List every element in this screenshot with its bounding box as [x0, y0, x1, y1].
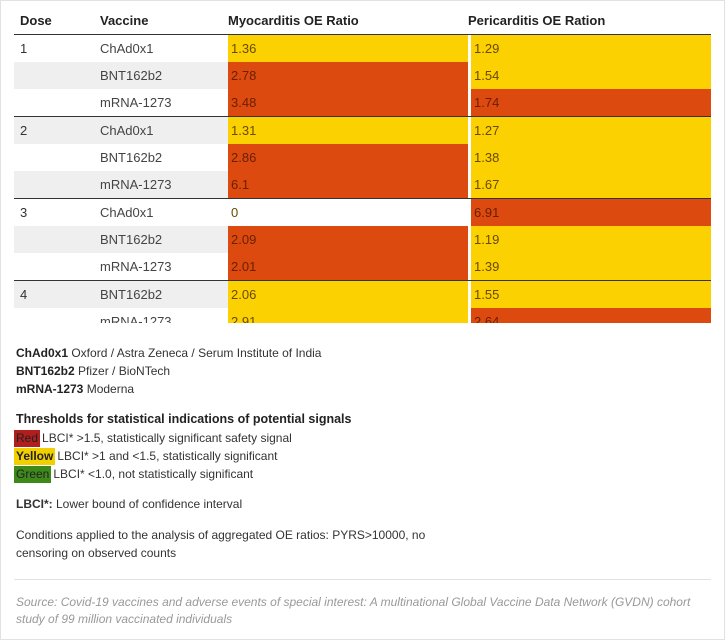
vaccine-desc: Pfizer / BioNTech — [74, 364, 171, 378]
myocarditis-cell: 2.06 — [228, 281, 468, 308]
myocarditis-cell: 2.09 — [228, 226, 468, 253]
table-row: 3 ChAd0x1 0 6.91 — [14, 199, 711, 226]
pericarditis-cell: 2.64 — [471, 308, 711, 323]
pericarditis-cell: 1.27 — [471, 117, 711, 144]
myocarditis-cell: 2.91 — [228, 308, 468, 323]
table-row: mRNA-1273 3.48 1.74 — [14, 89, 711, 116]
pericarditis-cell: 6.91 — [471, 199, 711, 226]
pericarditis-cell: 1.67 — [471, 171, 711, 198]
table-row: mRNA-1273 2.01 1.39 — [14, 253, 711, 280]
dose-cell — [14, 171, 100, 198]
header-myocarditis: Myocarditis OE Ratio — [228, 12, 359, 28]
divider — [14, 579, 711, 580]
dose-group: 2 ChAd0x1 1.31 1.27 BNT162b2 2.86 1.38 mRNA-127… — [14, 116, 711, 198]
red-swatch: Red — [14, 429, 41, 447]
vaccine-cell: ChAd0x1 — [100, 41, 154, 56]
vaccine-legend: ChAd0x1 Oxford / Astra Zeneca / Serum In… — [16, 344, 321, 398]
pericarditis-cell: 1.39 — [471, 253, 711, 280]
dose-cell — [14, 308, 100, 323]
table-row: mRNA-1273 2.91 2.64 — [14, 308, 711, 323]
threshold-yellow: Yellow LBCI* >1 and <1.5, statistically … — [14, 447, 277, 465]
dose-cell: 3 — [20, 205, 28, 220]
threshold-text: LBCI* <1.0, not statistically significan… — [53, 467, 254, 481]
vaccine-desc: Oxford / Astra Zeneca / Serum Institute … — [68, 346, 322, 360]
threshold-green: Green LBCI* <1.0, not statistically sign… — [14, 465, 253, 483]
dose-group: 1 ChAd0x1 1.36 1.29 BNT162b2 2.78 1.54 mRNA-127… — [14, 34, 711, 116]
threshold-text: LBCI* >1 and <1.5, statistically signifi… — [57, 449, 278, 463]
myocarditis-cell: 2.78 — [228, 62, 468, 89]
threshold-text: LBCI* >1.5, statistically significant sa… — [42, 431, 292, 445]
dose-group: 4 BNT162b2 2.06 1.55 mRNA-1273 2.91 2.64 — [14, 280, 711, 323]
table-body: 1 ChAd0x1 1.36 1.29 BNT162b2 2.78 1.54 mRNA-127… — [14, 34, 711, 323]
vaccine-cell: BNT162b2 — [100, 226, 228, 253]
table-row: mRNA-1273 6.1 1.67 — [14, 171, 711, 198]
dose-cell: 4 — [14, 281, 100, 308]
yellow-swatch: Yellow — [14, 447, 56, 465]
vaccine-cell: BNT162b2 — [100, 150, 163, 165]
myocarditis-cell: 1.31 — [228, 117, 468, 144]
pericarditis-cell: 1.29 — [471, 35, 711, 62]
vaccine-cell: ChAd0x1 — [100, 205, 154, 220]
lbci-definition: LBCI*: Lower bound of confidence interva… — [16, 497, 242, 511]
vaccine-code: mRNA-1273 — [16, 382, 84, 396]
table-row: 2 ChAd0x1 1.31 1.27 — [14, 117, 711, 144]
vaccine-cell: mRNA-1273 — [100, 314, 172, 323]
lbci-desc: Lower bound of confidence interval — [52, 497, 243, 511]
dose-cell: 2 — [14, 117, 100, 144]
pericarditis-cell: 1.19 — [471, 226, 711, 253]
vaccine-cell: BNT162b2 — [100, 62, 228, 89]
dose-cell: 1 — [20, 41, 28, 56]
table-row: BNT162b2 2.78 1.54 — [14, 62, 711, 89]
vaccine-cell: mRNA-1273 — [100, 171, 228, 198]
header-pericarditis: Pericarditis OE Ration — [468, 12, 606, 28]
table-row: BNT162b2 2.09 1.19 — [14, 226, 711, 253]
thresholds-title: Thresholds for statistical indications o… — [16, 412, 352, 426]
myocarditis-cell: 0 — [228, 199, 468, 226]
myocarditis-cell: 6.1 — [228, 171, 468, 198]
dose-cell — [14, 144, 100, 171]
table-row: 1 ChAd0x1 1.36 1.29 — [14, 35, 711, 62]
vaccine-cell: ChAd0x1 — [100, 117, 228, 144]
pericarditis-cell: 1.55 — [471, 281, 711, 308]
analysis-conditions: Conditions applied to the analysis of ag… — [16, 528, 426, 560]
pericarditis-cell: 1.38 — [471, 144, 711, 171]
dose-cell — [14, 62, 100, 89]
table-row: 4 BNT162b2 2.06 1.55 — [14, 281, 711, 308]
vaccine-cell: mRNA-1273 — [100, 259, 172, 274]
dose-cell — [14, 253, 100, 280]
vaccine-desc: Moderna — [83, 382, 135, 396]
vaccine-cell: mRNA-1273 — [100, 95, 172, 110]
dose-cell — [14, 226, 100, 253]
threshold-red: Red LBCI* >1.5, statistically significan… — [14, 429, 292, 447]
vaccine-code: ChAd0x1 — [16, 346, 69, 360]
source-caption: Source: Covid-19 vaccines and adverse ev… — [16, 595, 691, 626]
table-row: BNT162b2 2.86 1.38 — [14, 144, 711, 171]
header-vaccine: Vaccine — [100, 12, 149, 28]
header-dose: Dose — [20, 12, 52, 28]
table-header: Dose Vaccine Myocarditis OE Ratio Perica… — [14, 6, 711, 34]
myocarditis-cell: 1.36 — [228, 35, 468, 62]
vaccine-cell: BNT162b2 — [100, 281, 228, 308]
vaccine-legend-item: ChAd0x1 Oxford / Astra Zeneca / Serum In… — [16, 344, 321, 362]
vaccine-legend-item: BNT162b2 Pfizer / BioNTech — [16, 362, 321, 380]
myocarditis-cell: 2.01 — [228, 253, 468, 280]
green-swatch: Green — [14, 465, 52, 483]
myocarditis-cell: 2.86 — [228, 144, 468, 171]
dose-group: 3 ChAd0x1 0 6.91 BNT162b2 2.09 1.19 mRNA-1273 2.… — [14, 198, 711, 280]
pericarditis-cell: 1.54 — [471, 62, 711, 89]
oe-ratio-table: Dose Vaccine Myocarditis OE Ratio Perica… — [14, 6, 711, 323]
dose-cell — [14, 89, 100, 116]
pericarditis-cell: 1.74 — [471, 89, 711, 116]
vaccine-code: BNT162b2 — [16, 364, 75, 378]
myocarditis-cell: 3.48 — [228, 89, 468, 116]
vaccine-legend-item: mRNA-1273 Moderna — [16, 380, 321, 398]
lbci-term: LBCI*: — [16, 497, 53, 511]
